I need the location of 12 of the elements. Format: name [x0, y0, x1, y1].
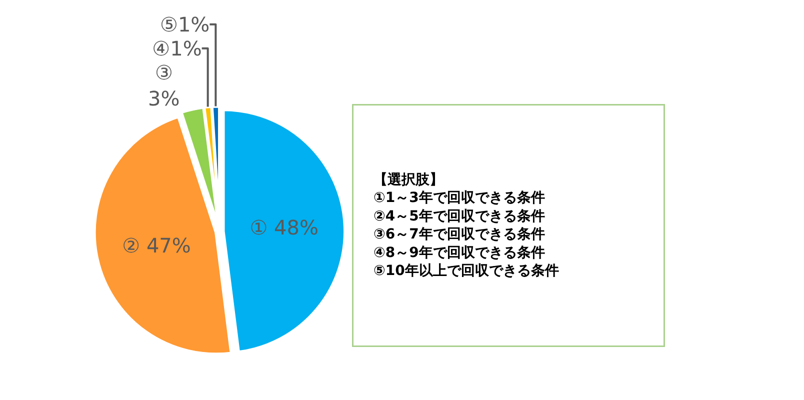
slice-label: ⑤1%	[160, 12, 210, 36]
text: ⑤10年以上で回収できる条件	[374, 263, 559, 279]
text: ①1～3年で回収できる条件	[374, 190, 545, 206]
text: ②4～5年で回収できる条件	[374, 208, 545, 224]
text: ③6～7年で回収できる条件	[374, 226, 545, 243]
text: 【選択肢】	[374, 172, 444, 188]
text: ④8～9年で回収できる条件	[374, 244, 545, 261]
data-label: 3%	[148, 86, 180, 110]
slice-label: ④1%	[152, 36, 202, 60]
slice-label: ② 47%	[122, 234, 191, 258]
slice-label: ③	[154, 60, 173, 84]
slice-label: ① 48%	[250, 216, 318, 240]
